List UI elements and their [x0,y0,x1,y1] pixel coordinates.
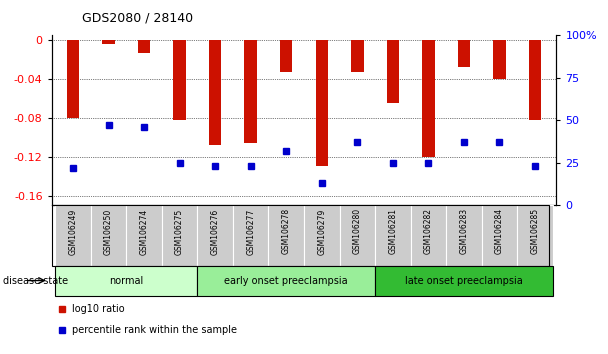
Bar [173,40,186,120]
Text: GSM106275: GSM106275 [175,208,184,255]
Bar [233,205,269,266]
Text: GSM106250: GSM106250 [104,208,113,255]
Bar [446,205,482,266]
Bar [375,266,553,296]
Text: GSM106284: GSM106284 [495,208,504,255]
Text: late onset preeclampsia: late onset preeclampsia [405,275,523,286]
Bar [55,205,91,266]
Bar [339,205,375,266]
Text: GSM106282: GSM106282 [424,208,433,254]
Text: GSM106274: GSM106274 [140,208,148,255]
Text: normal: normal [109,275,143,286]
Bar [67,40,79,118]
Text: GSM106278: GSM106278 [282,208,291,255]
Bar [351,40,364,72]
Bar [304,205,339,266]
Bar [517,205,553,266]
Text: GSM106277: GSM106277 [246,208,255,255]
Text: GSM106280: GSM106280 [353,208,362,255]
Bar [387,40,399,103]
Bar [269,205,304,266]
Bar [102,40,115,44]
Text: GSM106279: GSM106279 [317,208,326,255]
Bar [422,40,435,157]
Text: GSM106285: GSM106285 [531,208,539,255]
Bar [209,40,221,145]
Bar [280,40,292,72]
Bar [198,205,233,266]
Text: early onset preeclampsia: early onset preeclampsia [224,275,348,286]
Text: log10 ratio: log10 ratio [72,304,125,314]
Bar [482,205,517,266]
Bar [316,40,328,166]
Text: GDS2080 / 28140: GDS2080 / 28140 [82,12,193,25]
Text: disease state: disease state [3,275,68,286]
Bar [55,266,198,296]
Bar [244,40,257,143]
Bar [493,40,506,79]
Text: percentile rank within the sample: percentile rank within the sample [72,325,237,335]
Bar [529,40,541,120]
Bar [138,40,150,53]
Bar [126,205,162,266]
Text: GSM106249: GSM106249 [69,208,77,255]
Text: GSM106283: GSM106283 [460,208,468,255]
Bar [458,40,470,68]
Bar [91,205,126,266]
Bar [410,205,446,266]
Text: GSM106276: GSM106276 [210,208,219,255]
Bar [198,266,375,296]
Bar [162,205,198,266]
Bar [375,205,410,266]
Text: GSM106281: GSM106281 [389,208,398,254]
